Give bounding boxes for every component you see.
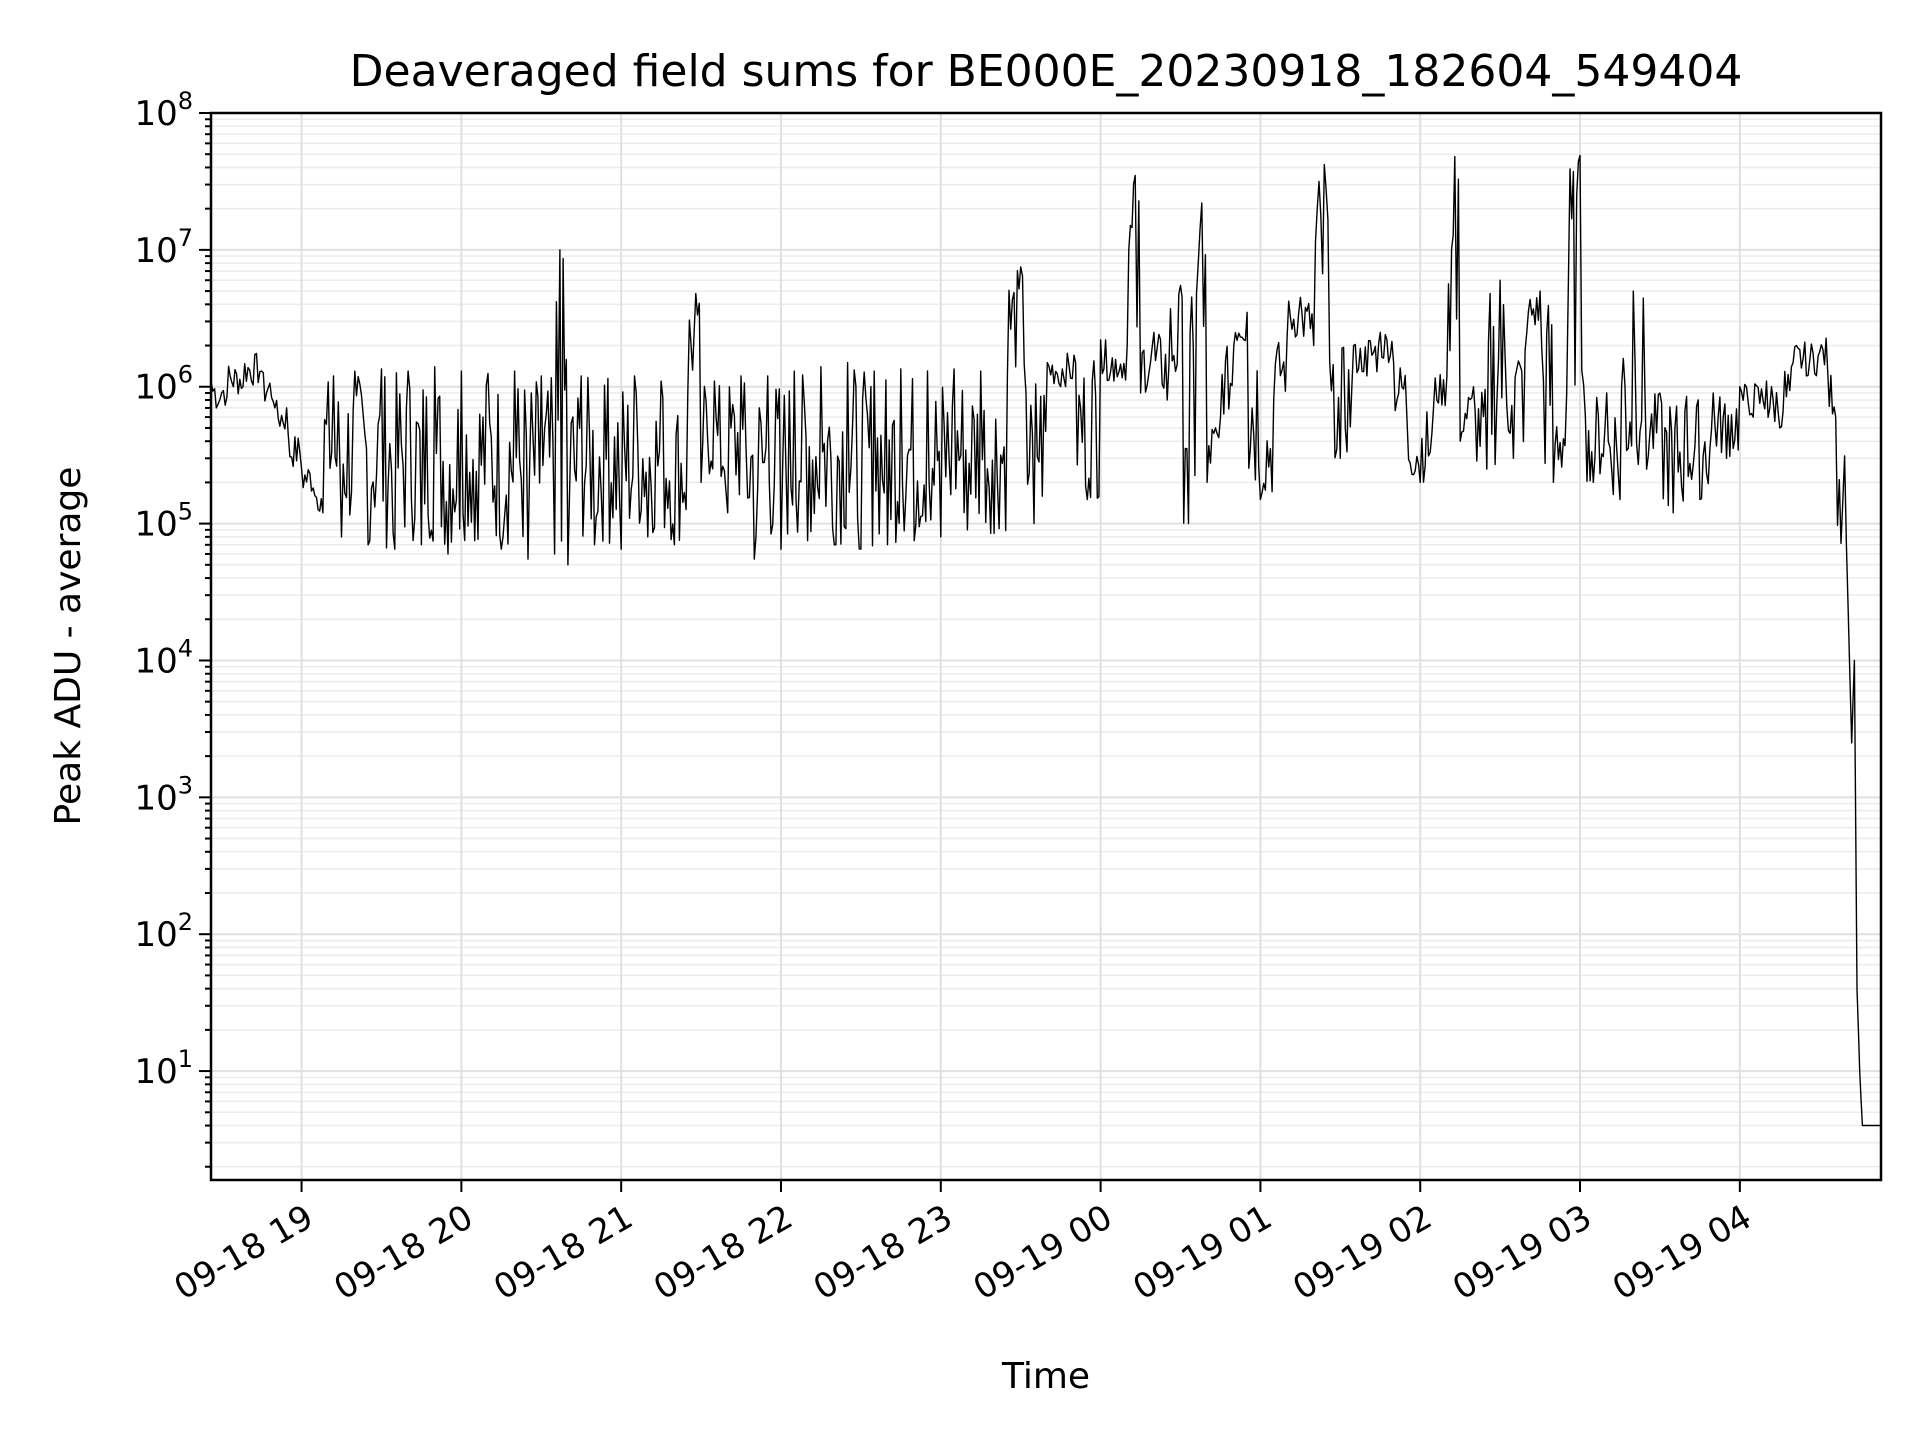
grid xyxy=(211,112,1881,1180)
x-tick-label: 09-19 00 xyxy=(967,1197,1119,1308)
x-axis: 09-18 19 09-18 20 09-18 21 09-18 22 09-18 23… xyxy=(168,1180,1758,1308)
x-tick-label: 09-19 03 xyxy=(1446,1197,1598,1308)
y-tick-label: 102 xyxy=(134,908,193,955)
x-axis-label: Time xyxy=(1001,1356,1090,1397)
plot-frame xyxy=(209,111,1883,1182)
y-axis: 101 102 103 104 105 106 107 108 xyxy=(134,87,211,1168)
series-line xyxy=(210,154,1881,1127)
x-tick-label: 09-19 02 xyxy=(1286,1197,1438,1308)
x-tick-label: 09-18 19 xyxy=(168,1197,320,1308)
x-tick-label: 09-18 20 xyxy=(327,1197,479,1308)
y-axis-label: Peak ADU - average xyxy=(48,467,89,826)
y-tick-label: 108 xyxy=(134,87,193,134)
y-tick-label: 104 xyxy=(134,634,193,681)
y-tick-label: 105 xyxy=(134,498,193,545)
series-layer xyxy=(210,154,1881,1127)
y-tick-label: 107 xyxy=(134,224,193,271)
y-tick-label: 106 xyxy=(134,361,193,408)
y-tick-label: 101 xyxy=(134,1045,193,1092)
y-tick-label: 103 xyxy=(134,771,193,818)
x-tick-label: 09-18 21 xyxy=(487,1197,639,1308)
x-tick-label: 09-19 01 xyxy=(1127,1197,1279,1308)
x-tick-label: 09-18 22 xyxy=(647,1197,799,1308)
x-tick-label: 09-19 04 xyxy=(1606,1197,1758,1308)
chart-title: Deaveraged field sums for BE000E_2023091… xyxy=(350,46,1743,97)
x-tick-label: 09-18 23 xyxy=(807,1197,959,1308)
